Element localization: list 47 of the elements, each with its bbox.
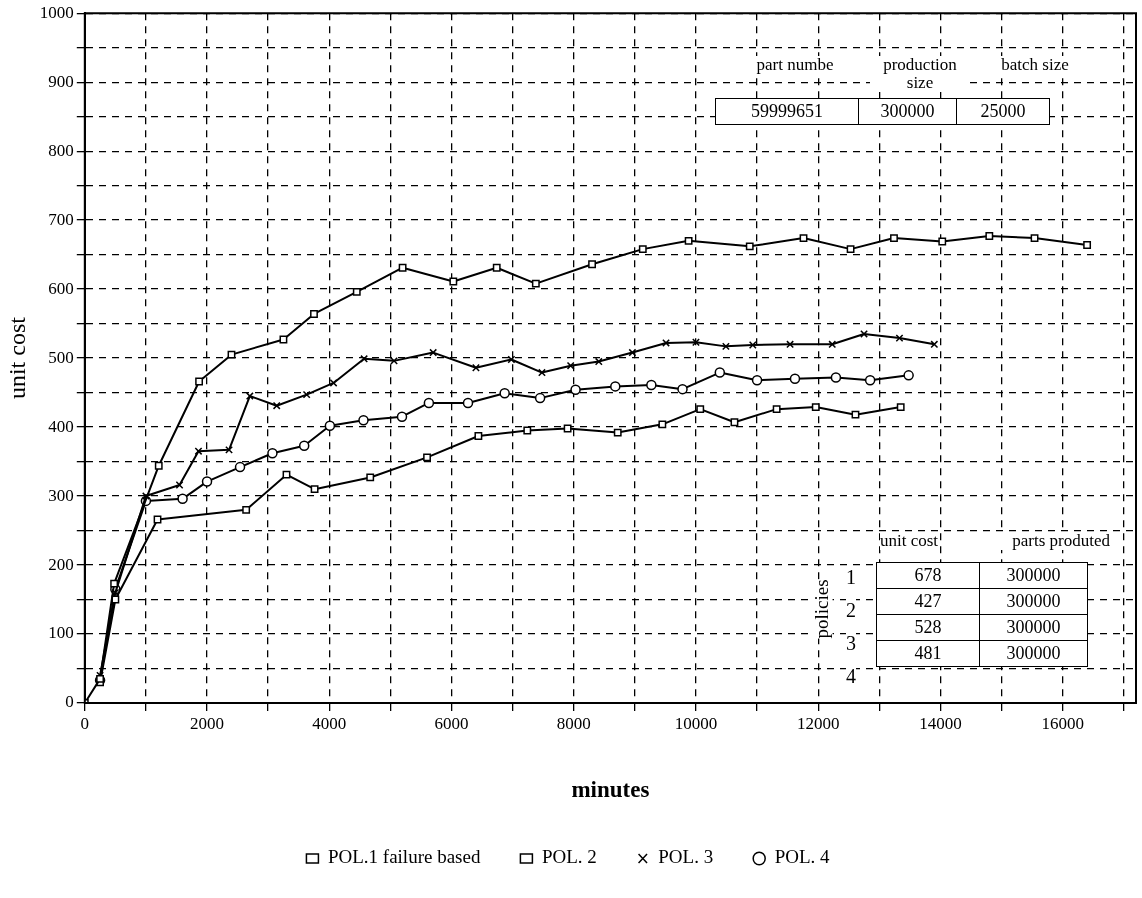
annotation: batch size <box>990 55 1080 74</box>
annotation: production size <box>870 55 970 92</box>
legend-label: POL.1 failure based <box>327 846 481 868</box>
y-tick-label: 1000 <box>39 2 74 22</box>
y-tick-label: 700 <box>48 209 74 229</box>
annotation: 2 <box>846 599 856 622</box>
annotation: parts produted <box>1000 531 1110 550</box>
y-axis-title: unit cost <box>3 316 30 400</box>
legend-label: POL. 3 <box>658 846 714 868</box>
y-tick-label: 900 <box>48 71 74 91</box>
annotation: 481 <box>876 640 980 667</box>
x-tick-label: 14000 <box>919 713 962 733</box>
x-tick-label: 12000 <box>796 713 840 733</box>
annotation: 528 <box>876 614 980 641</box>
annotation: unit cost <box>880 531 940 550</box>
y-tick-label: 0 <box>65 692 74 712</box>
annotation: 300000 <box>979 562 1088 589</box>
annotation: 678 <box>876 562 980 589</box>
annotation: 300000 <box>979 614 1088 641</box>
x-tick-label: 16000 <box>1041 713 1084 733</box>
y-tick-label: 500 <box>48 347 74 367</box>
annotation: 300000 <box>979 640 1088 667</box>
x-tick-label: 8000 <box>556 713 591 733</box>
x-tick-label: 6000 <box>434 713 469 733</box>
y-tick-label: 600 <box>48 278 74 298</box>
annotation: part numbe <box>740 55 850 74</box>
annotation: 4 <box>846 665 856 688</box>
x-axis-title: minutes <box>571 777 650 803</box>
y-tick-label: 300 <box>48 485 74 505</box>
y-tick-label: 800 <box>48 140 74 160</box>
annotation: 427 <box>876 588 980 615</box>
annotation: 1 <box>846 566 856 589</box>
legend-label: POL. 2 <box>541 846 597 868</box>
y-tick-label: 200 <box>48 554 74 574</box>
annotation: 25000 <box>956 98 1050 125</box>
legend-label: POL. 4 <box>774 846 831 868</box>
y-tick-label: 400 <box>48 416 74 436</box>
annotation: policies <box>810 579 833 639</box>
x-tick-label: 2000 <box>190 713 225 733</box>
annotation: 300000 <box>979 588 1088 615</box>
x-tick-label: 0 <box>80 713 90 733</box>
x-tick-label: 10000 <box>674 713 718 733</box>
annotation: 3 <box>846 632 856 655</box>
y-tick-label: 100 <box>48 623 74 643</box>
annotation: 59999651 <box>715 98 859 125</box>
x-tick-label: 4000 <box>312 713 347 733</box>
annotation: 300000 <box>858 98 957 125</box>
